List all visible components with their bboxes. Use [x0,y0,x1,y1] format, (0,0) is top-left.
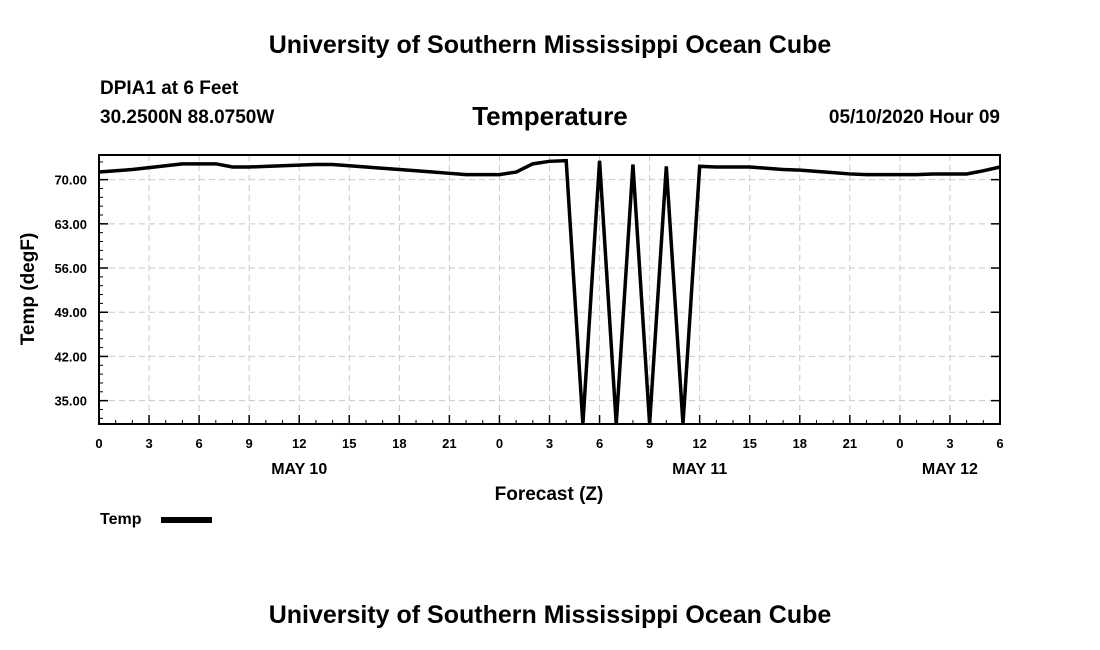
y-axis-title: Temp (degF) [18,233,39,346]
y-tick-label: 49.00 [54,305,87,320]
y-tick-label: 63.00 [54,217,87,232]
header-title: University of Southern Mississippi Ocean… [268,31,832,59]
coordinates-label: 30.2500N 88.0750W [100,107,275,128]
x-tick-label: 0 [896,436,903,451]
series-line-temp [98,158,1001,425]
y-tick-label: 56.00 [54,261,87,276]
x-date-label: MAY 12 [922,461,978,478]
y-tick-label: 70.00 [54,173,87,188]
x-tick-label: 6 [596,436,603,451]
x-date-label: MAY 10 [271,461,327,478]
legend: Temp [100,511,212,528]
datetime-label: 05/10/2020 Hour 09 [828,107,1000,128]
x-tick-label: 9 [246,436,253,451]
x-tick-label: 18 [392,436,406,451]
x-tick-label: 9 [646,436,653,451]
label-layer: 0 3 6 9 12 15 18 21 0 3 6 9 12 15 18 21 0 3 6 35.00 42.00 49.… [54,173,1003,478]
x-tick-label: 18 [793,436,807,451]
footer-title: University of Southern Mississippi Ocean… [268,601,832,629]
tick-layer [98,161,1001,424]
x-tick-label: 6 [195,436,202,451]
y-tick-label: 42.00 [54,349,87,364]
chart-title: Temperature [472,101,628,131]
x-tick-label: 15 [342,436,356,451]
x-tick-label: 12 [292,436,306,451]
x-date-label: MAY 11 [672,461,727,478]
x-axis-title: Forecast (Z) [495,484,604,505]
x-tick-label: 0 [95,436,102,451]
x-tick-label: 6 [996,436,1003,451]
x-tick-label: 3 [946,436,953,451]
x-tick-label: 21 [843,436,857,451]
x-tick-label: 15 [742,436,756,451]
x-tick-label: 0 [496,436,503,451]
x-tick-label: 3 [546,436,553,451]
x-tick-label: 3 [145,436,152,451]
x-tick-label: 12 [692,436,706,451]
x-tick-label: 21 [442,436,456,451]
station-label: DPIA1 at 6 Feet [100,78,239,99]
y-tick-label: 35.00 [54,394,87,409]
legend-label-temp: Temp [100,511,142,528]
grid-layer [99,155,1000,424]
